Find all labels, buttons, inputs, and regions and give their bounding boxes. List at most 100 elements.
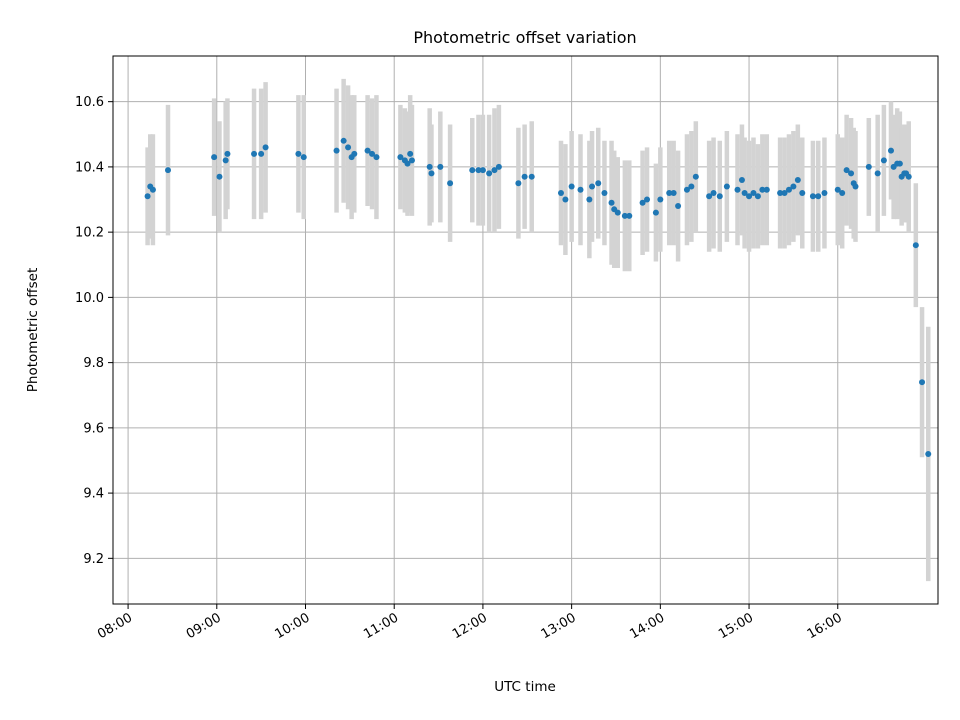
data-point	[754, 193, 761, 200]
plot-area-frame	[112, 55, 939, 605]
data-point	[373, 154, 380, 161]
data-point	[475, 167, 482, 174]
data-point	[675, 203, 682, 210]
data-point	[211, 154, 218, 161]
data-point	[595, 180, 602, 187]
data-point	[763, 186, 770, 193]
data-point	[333, 147, 340, 154]
data-point	[843, 167, 850, 174]
data-point	[692, 173, 699, 180]
data-point	[216, 173, 223, 180]
data-point	[149, 186, 156, 193]
data-point	[397, 154, 404, 161]
data-point	[491, 167, 498, 174]
data-point	[608, 199, 615, 206]
data-point	[437, 163, 444, 170]
y-axis-label: Photometric offset	[25, 268, 41, 392]
data-point	[750, 190, 757, 196]
data-point	[734, 186, 741, 193]
data-point	[447, 180, 454, 187]
data-point	[295, 150, 302, 157]
data-point	[848, 170, 855, 177]
data-point	[224, 150, 231, 157]
data-point	[688, 183, 695, 190]
data-point	[258, 150, 265, 157]
data-point	[345, 144, 352, 151]
x-axis-label: UTC time	[494, 679, 556, 695]
data-point	[785, 186, 792, 193]
data-point	[746, 193, 753, 200]
data-point	[781, 190, 788, 196]
data-point	[351, 150, 358, 157]
data-point	[716, 193, 723, 200]
data-point	[919, 379, 926, 386]
data-point	[670, 190, 677, 196]
data-point	[839, 190, 846, 196]
data-point	[614, 209, 621, 216]
data-point	[426, 163, 433, 170]
chart-title: Photometric offset variation	[413, 28, 636, 47]
data-point	[515, 180, 522, 187]
data-point	[912, 242, 919, 249]
data-point	[486, 170, 493, 177]
data-point	[865, 163, 872, 170]
data-point	[369, 150, 376, 157]
data-point	[589, 183, 596, 190]
data-point	[601, 190, 608, 196]
data-points	[144, 137, 932, 457]
data-point	[300, 154, 307, 161]
data-point	[577, 186, 584, 193]
data-point	[495, 163, 502, 170]
data-point	[723, 183, 730, 190]
data-point	[852, 183, 859, 190]
y-tick-label: 10.4	[75, 160, 104, 175]
data-point	[887, 147, 894, 154]
data-point	[165, 167, 171, 174]
data-point	[905, 173, 912, 180]
data-point	[568, 183, 575, 190]
data-point	[815, 193, 822, 200]
data-point	[222, 157, 229, 164]
data-point	[479, 167, 486, 174]
data-point	[528, 173, 535, 180]
y-tick-label: 9.2	[83, 552, 104, 567]
data-point	[706, 193, 713, 200]
data-point	[710, 190, 717, 196]
data-point	[469, 167, 476, 174]
data-point	[621, 212, 628, 219]
data-point	[586, 196, 593, 203]
data-point	[404, 160, 411, 167]
data-point	[262, 144, 269, 151]
data-point	[144, 193, 151, 200]
data-point	[428, 170, 435, 177]
data-point	[799, 190, 806, 196]
data-point	[741, 190, 748, 196]
data-point	[683, 186, 690, 193]
y-axis: 9.2 9.4 9.6 9.8 10.0 10.2 10.4 10.6	[75, 95, 113, 567]
data-point	[340, 137, 347, 144]
y-tick-label: 10.2	[75, 226, 104, 241]
data-point	[644, 196, 651, 203]
data-point	[896, 160, 903, 167]
data-point	[880, 157, 887, 164]
data-point	[834, 186, 841, 193]
data-point	[821, 190, 828, 196]
data-point	[407, 150, 414, 157]
data-point	[557, 190, 564, 196]
data-point	[759, 186, 766, 193]
data-point	[657, 196, 664, 203]
data-point	[738, 176, 745, 183]
data-point	[408, 157, 415, 164]
data-point	[521, 173, 528, 180]
data-point	[562, 196, 569, 203]
data-point	[874, 170, 881, 177]
y-tick-label: 9.4	[83, 487, 104, 502]
data-point	[790, 183, 797, 190]
data-point	[666, 190, 673, 196]
data-point	[925, 450, 932, 457]
data-point	[777, 190, 784, 196]
data-point	[626, 212, 633, 219]
y-tick-label: 10.6	[75, 95, 104, 110]
data-point	[794, 176, 801, 183]
